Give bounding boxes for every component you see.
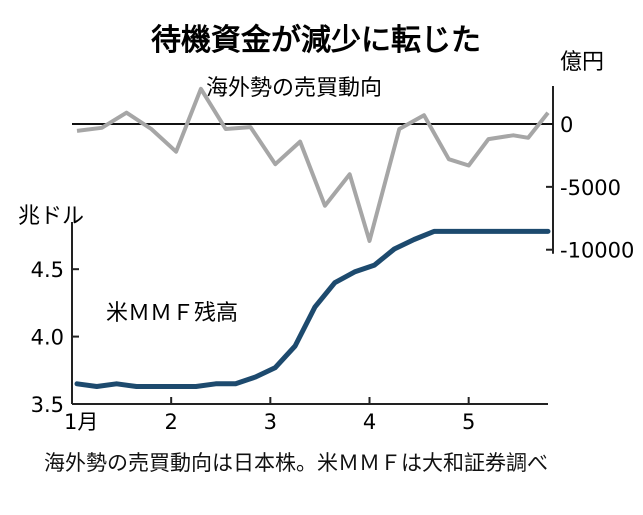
bottom-y-tick-label: 4.5 bbox=[31, 258, 64, 282]
source-note: 海外勢の売買動向は日本株。米ＭＭＦは大和証券調べ bbox=[44, 451, 548, 475]
foreign-trading-line bbox=[76, 86, 550, 243]
top-y-tick-label: -10000 bbox=[560, 239, 634, 263]
bottom-series-label: 米ＭＭＦ残高 bbox=[106, 301, 238, 326]
x-axis: 1月 2 3 4 5 bbox=[64, 397, 548, 434]
x-tick-label: 5 bbox=[462, 410, 475, 434]
bottom-y-tick-label: 4.0 bbox=[31, 326, 64, 350]
x-tick-label: 3 bbox=[264, 410, 277, 434]
chart-title: 待機資金が減少に転じた bbox=[151, 23, 481, 58]
top-series-label: 海外勢の売買動向 bbox=[206, 76, 382, 101]
x-tick-label: 4 bbox=[363, 410, 376, 434]
top-y-tick-label: -5000 bbox=[560, 176, 621, 200]
top-y-axis: 0 -5000 -10000 bbox=[546, 86, 634, 263]
top-unit-label: 億円 bbox=[560, 50, 604, 75]
top-y-tick-label: 0 bbox=[560, 113, 573, 137]
x-tick-label: 2 bbox=[164, 410, 177, 434]
x-tick-label: 1月 bbox=[64, 410, 98, 434]
foreign-trading-series-path bbox=[76, 86, 550, 243]
mmf-balance-line bbox=[74, 228, 551, 389]
mmf-balance-series-path bbox=[74, 228, 551, 389]
bottom-y-axis: 3.5 4.0 4.5 bbox=[31, 222, 79, 417]
bottom-y-tick-label: 3.5 bbox=[31, 393, 64, 417]
bottom-unit-label: 兆ドル bbox=[18, 204, 84, 229]
